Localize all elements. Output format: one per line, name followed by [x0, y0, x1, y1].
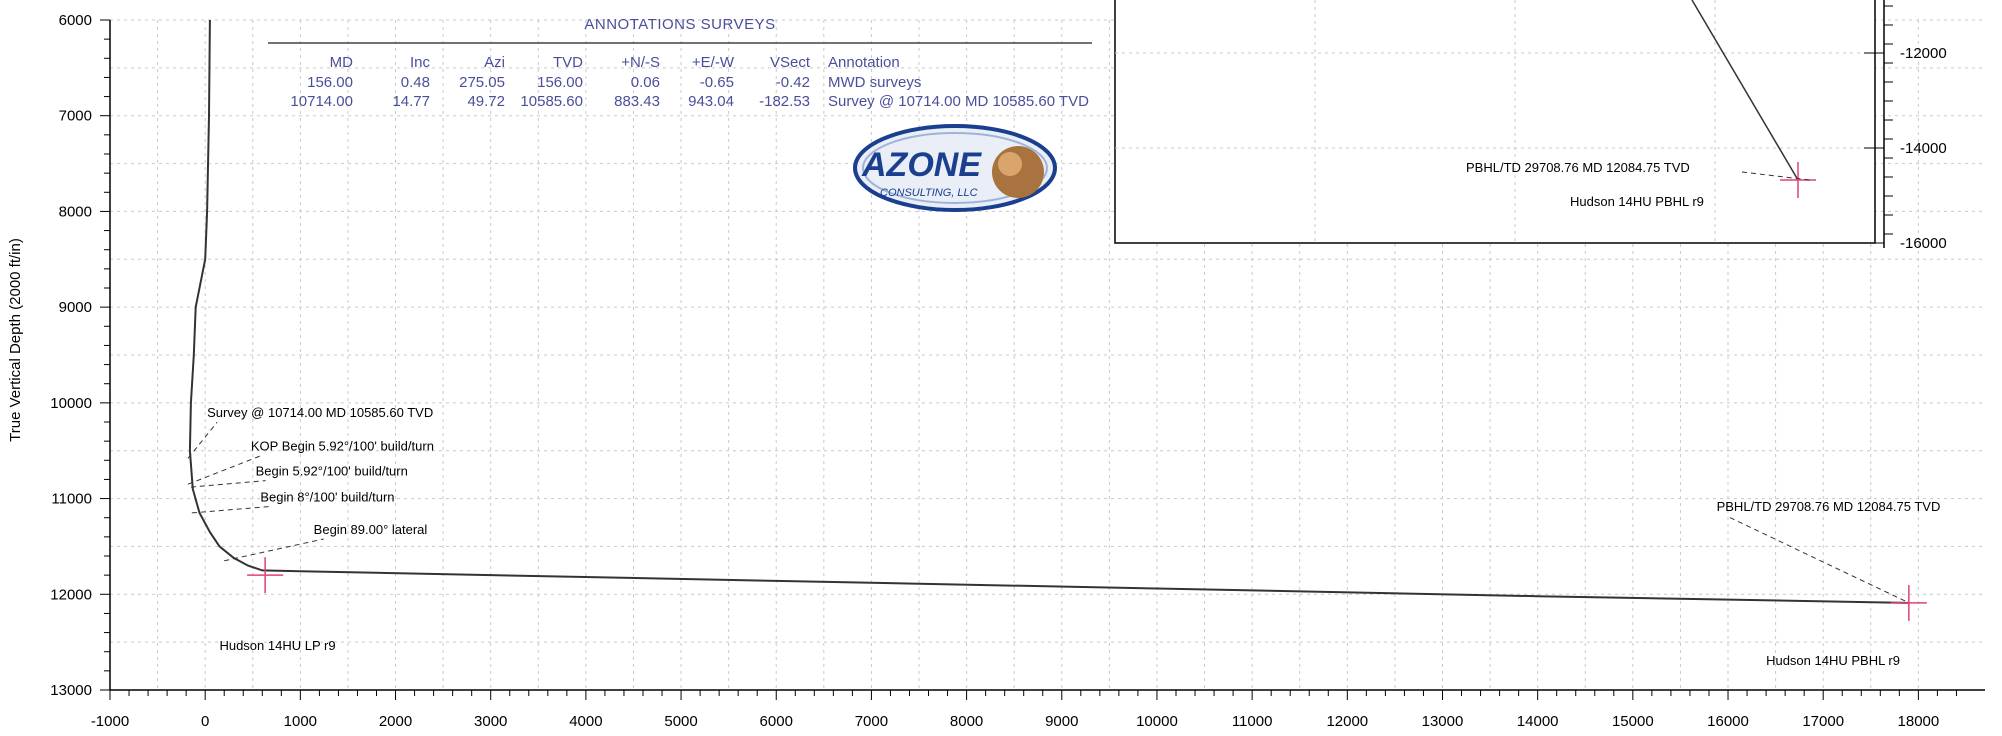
x-tick-label: 5000	[664, 713, 697, 730]
y-tick-label: 8000	[59, 203, 92, 220]
survey-header-cell: +N/-S	[621, 54, 660, 71]
annotation-label: Hudson 14HU PBHL r9	[1766, 653, 1900, 668]
wellbore-path-line	[188, 19, 1909, 604]
survey-data-cell: 10585.60	[520, 93, 583, 110]
axes	[109, 20, 1985, 691]
survey-header-cell: Azi	[484, 54, 505, 71]
survey-data-cell: 883.43	[614, 93, 660, 110]
annotation-leader	[1726, 515, 1906, 602]
x-tick-label: 13000	[1422, 713, 1464, 730]
annotation-leader	[191, 505, 271, 514]
y-tick-label: 6000	[59, 12, 92, 29]
x-tick-label: 15000	[1612, 713, 1654, 730]
annotation-leader	[190, 480, 266, 488]
x-tick-label: 10000	[1136, 713, 1178, 730]
survey-data-cell: 10714.00	[290, 93, 353, 110]
target-markers	[247, 557, 1927, 621]
inset-y-tick-label: -12000	[1900, 45, 1947, 62]
inset-path-line	[1691, 0, 1799, 181]
survey-data-cell: -0.65	[700, 74, 734, 91]
inset-leader	[1741, 171, 1811, 181]
survey-data-cell: 156.00	[307, 74, 353, 91]
inset-target-label: Hudson 14HU PBHL r9	[1570, 194, 1704, 209]
annotation-leader	[187, 421, 218, 459]
annotation-label: Begin 5.92°/100' build/turn	[256, 464, 408, 479]
plan-view-inset: -12000 -14000 -16000 PBHL/TD 29708.76 MD 12…	[1114, 0, 1947, 252]
survey-header-cell: Inc	[410, 54, 431, 71]
logo-subtext: CONSULTING, LLC	[880, 187, 978, 199]
x-tick-label: 0	[201, 713, 209, 730]
y-tick-label: 7000	[59, 108, 92, 125]
x-tick-label: 17000	[1802, 713, 1844, 730]
survey-data-cell: -0.42	[776, 74, 810, 91]
survey-header-cell: +E/-W	[692, 54, 735, 71]
survey-data-cell: 943.04	[688, 93, 734, 110]
x-tick-label: 3000	[474, 713, 507, 730]
logo-ellipse-inner	[862, 132, 1048, 204]
survey-data-cell: 14.77	[392, 93, 430, 110]
survey-data-cell: 156.00	[537, 74, 583, 91]
annotation-label: Survey @ 10714.00 MD 10585.60 TVD	[207, 405, 433, 420]
x-tick-label: 8000	[950, 713, 983, 730]
company-logo: AZONE CONSULTING, LLC	[853, 124, 1057, 212]
survey-data-cell: Survey @ 10714.00 MD 10585.60 TVD	[828, 93, 1089, 110]
x-tick-label: 4000	[569, 713, 602, 730]
x-tick-label: 12000	[1326, 713, 1368, 730]
y-axis-ticks: 6000 7000 8000 9000 10000 11000 12000 13000	[50, 12, 110, 699]
survey-header-cell: TVD	[553, 54, 583, 71]
x-tick-label: 18000	[1898, 713, 1940, 730]
survey-table-title: ANNOTATIONS SURVEYS	[584, 16, 775, 33]
y-tick-label: 12000	[50, 586, 92, 603]
inset-y-tick-label: -14000	[1900, 140, 1947, 157]
y-axis-title: True Vertical Depth (2000 ft/in)	[7, 238, 24, 442]
x-tick-label: 1000	[284, 713, 317, 730]
survey-data-cell: 275.05	[459, 74, 505, 91]
x-tick-label: 6000	[760, 713, 793, 730]
annotation-label: PBHL/TD 29708.76 MD 12084.75 TVD	[1717, 499, 1941, 514]
survey-header-cell: Annotation	[828, 54, 900, 71]
survey-data-cell: 0.48	[401, 74, 430, 91]
survey-data-cell: -182.53	[759, 93, 810, 110]
survey-data-cell: MWD surveys	[828, 74, 921, 91]
x-tick-label: 16000	[1707, 713, 1749, 730]
x-tick-label: 11000	[1232, 713, 1273, 730]
inset-frame	[1114, 0, 1876, 244]
annotation-label: Begin 89.00° lateral	[314, 522, 428, 537]
annotation-label: KOP Begin 5.92°/100' build/turn	[251, 439, 434, 454]
y-tick-label: 11000	[51, 491, 92, 508]
annotations: Survey @ 10714.00 MD 10585.60 TVD KOP Beg…	[187, 405, 1941, 668]
annotation-leader	[187, 455, 262, 485]
logo-text: AZONE	[861, 146, 982, 184]
annotation-leader	[224, 538, 324, 562]
x-tick-label: 9000	[1045, 713, 1078, 730]
survey-data-cell: 0.06	[631, 74, 660, 91]
survey-header-cell: VSect	[770, 54, 811, 71]
x-tick-label: 7000	[855, 713, 888, 730]
x-axis-ticks: -1000 0 1000 2000 3000 4000 5000 6000 7000 8000 90…	[91, 690, 1957, 730]
survey-table: ANNOTATIONS SURVEYS MD Inc Azi TVD +N/-S +E/-W…	[268, 16, 1092, 110]
y-tick-label: 13000	[50, 682, 92, 699]
x-tick-label: -1000	[91, 713, 129, 730]
logo-emblem-highlight	[998, 152, 1022, 176]
annotation-label: Hudson 14HU LP r9	[219, 638, 335, 653]
annotation-label: Begin 8°/100' build/turn	[260, 489, 394, 504]
inset-y-tick-label: -16000	[1900, 235, 1947, 252]
x-tick-label: 2000	[379, 713, 412, 730]
inset-annotation-label: PBHL/TD 29708.76 MD 12084.75 TVD	[1466, 160, 1690, 175]
survey-data-cell: 49.72	[467, 93, 505, 110]
wellbore-path	[188, 19, 1909, 604]
y-tick-label: 9000	[59, 299, 92, 316]
y-tick-label: 10000	[50, 395, 92, 412]
x-tick-label: 14000	[1517, 713, 1559, 730]
survey-header-cell: MD	[330, 54, 353, 71]
